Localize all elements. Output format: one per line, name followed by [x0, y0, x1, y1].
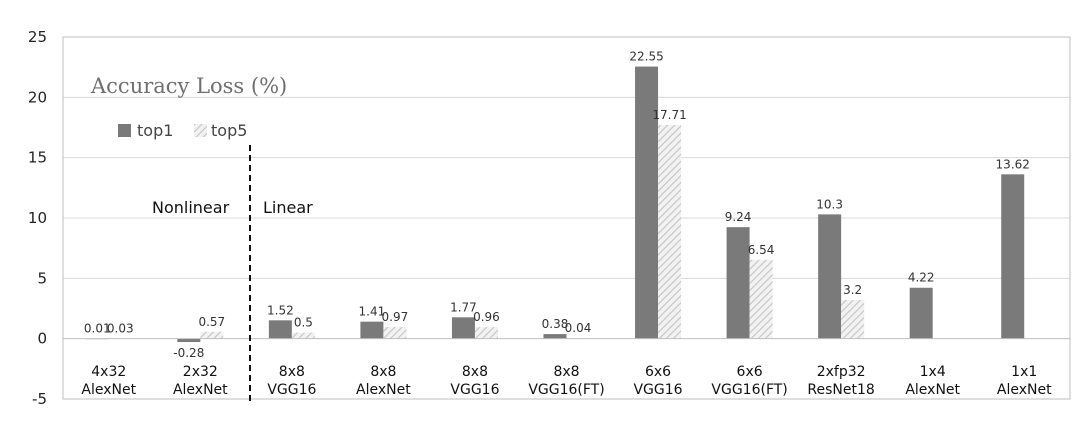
- category-label: 6x6: [645, 364, 671, 380]
- category-label: AlexNet: [81, 382, 136, 398]
- category-label: ResNet18: [807, 382, 874, 398]
- category-label: AlexNet: [173, 382, 228, 398]
- data-label-top5: 0.04: [565, 321, 592, 335]
- y-tick-label: 0: [37, 330, 47, 348]
- data-label-top1: 13.62: [996, 157, 1030, 171]
- data-label-top1: 1.52: [267, 303, 294, 317]
- data-label-top5: 6.54: [748, 243, 775, 257]
- y-tick-label: 15: [28, 149, 47, 167]
- category-label: 8x8: [279, 364, 305, 380]
- bar-top1: [909, 287, 933, 339]
- y-tick-label: 20: [28, 88, 47, 106]
- gridlines: [63, 96, 1070, 279]
- legend: top1 top5: [118, 121, 247, 140]
- legend-swatch-top5: [194, 124, 207, 137]
- data-label-top5: 0.03: [107, 321, 134, 335]
- legend-label-top1: top1: [137, 121, 173, 140]
- y-tick-label: 5: [37, 269, 47, 287]
- bar-top5: [291, 332, 315, 339]
- bar-top5: [749, 259, 773, 339]
- data-label-top5: 0.5: [294, 316, 313, 330]
- bar-top1: [1001, 174, 1025, 339]
- linear-annotation: Linear: [263, 198, 313, 217]
- y-tick-label: 25: [28, 28, 47, 46]
- chart-title: Accuracy Loss (%): [90, 74, 287, 98]
- category-label: 6x6: [737, 364, 763, 380]
- category-label: 8x8: [370, 364, 396, 380]
- category-label: AlexNet: [356, 382, 411, 398]
- data-label-top1: -0.28: [173, 346, 204, 360]
- category-label: VGG16(FT): [711, 382, 787, 398]
- category-label: AlexNet: [905, 382, 960, 398]
- data-label-top1: 9.24: [725, 210, 752, 224]
- bar-top1: [818, 214, 842, 339]
- y-tick-label: 10: [28, 209, 47, 227]
- bars: [85, 66, 1025, 343]
- data-label-top5: 3.2: [843, 283, 862, 297]
- data-label-top1: 4.22: [908, 271, 935, 285]
- bar-top5: [474, 327, 498, 339]
- category-label: VGG16: [633, 382, 682, 398]
- data-label-top1: 1.77: [450, 300, 477, 314]
- category-label: AlexNet: [997, 382, 1052, 398]
- category-labels: 4x32 AlexNet 2x32 AlexNet 8x8 VGG16 8x8 AlexNet…: [81, 364, 1052, 398]
- bar-top5: [383, 326, 407, 339]
- bar-top1: [635, 66, 659, 339]
- data-label-top5: 0.97: [382, 310, 409, 324]
- category-label: 8x8: [553, 364, 579, 380]
- category-label: VGG16: [450, 382, 499, 398]
- data-label-top5: 17.71: [652, 108, 686, 122]
- bar-top1: [268, 320, 292, 339]
- category-label: VGG16(FT): [528, 382, 604, 398]
- plot-area-border: [62, 36, 1071, 400]
- nonlinear-annotation: Nonlinear: [152, 198, 230, 217]
- category-label: 4x32: [91, 364, 126, 380]
- bar-top1: [451, 317, 475, 339]
- y-axis-ticks: -5 0 5 10 15 20 25: [28, 28, 47, 408]
- category-label: 8x8: [462, 364, 488, 380]
- data-label-top5: 0.57: [198, 315, 225, 329]
- legend-label-top5: top5: [211, 121, 247, 140]
- bar-top1: [177, 338, 201, 343]
- bar-top5: [841, 300, 865, 339]
- category-label: 2xfp32: [817, 364, 866, 380]
- data-labels: 0.010.03 -0.28 0.57 1.520.5 1.410.97 1.770.96…: [84, 50, 1030, 360]
- bar-top1: [360, 321, 384, 339]
- legend-swatch-top1: [118, 124, 131, 137]
- data-label-top5: 0.96: [473, 310, 500, 324]
- bar-top1: [543, 334, 567, 339]
- bar-top5: [658, 124, 682, 339]
- data-label-top1: 1.41: [359, 305, 386, 319]
- data-label-top1: 0.38: [542, 317, 569, 331]
- data-label-top1: 10.3: [816, 197, 843, 211]
- data-label-top1: 0.01: [84, 322, 111, 336]
- y-tick-label: -5: [32, 390, 47, 408]
- bar-top1: [726, 227, 750, 339]
- category-label: 1x4: [920, 364, 946, 380]
- data-label-top1: 22.55: [629, 50, 663, 64]
- category-label: VGG16: [267, 382, 316, 398]
- category-label: 1x1: [1011, 364, 1037, 380]
- category-label: 2x32: [183, 364, 218, 380]
- bar-top5: [200, 331, 224, 339]
